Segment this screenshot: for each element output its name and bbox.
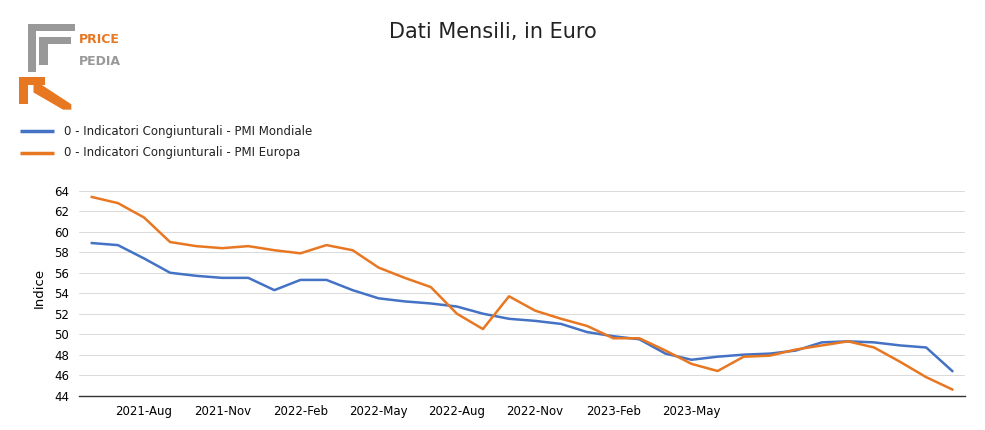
Text: PEDIA: PEDIA <box>79 55 120 68</box>
Text: Dati Mensili, in Euro: Dati Mensili, in Euro <box>389 22 596 42</box>
Y-axis label: Indice: Indice <box>33 268 45 308</box>
Polygon shape <box>20 77 45 104</box>
Polygon shape <box>39 37 71 64</box>
Text: 0 - Indicatori Congiunturali - PMI Mondiale: 0 - Indicatori Congiunturali - PMI Mondi… <box>64 125 312 138</box>
Text: PRICE: PRICE <box>79 33 119 46</box>
Polygon shape <box>28 24 75 72</box>
Text: 0 - Indicatori Congiunturali - PMI Europa: 0 - Indicatori Congiunturali - PMI Europ… <box>64 146 300 159</box>
Polygon shape <box>33 85 71 110</box>
